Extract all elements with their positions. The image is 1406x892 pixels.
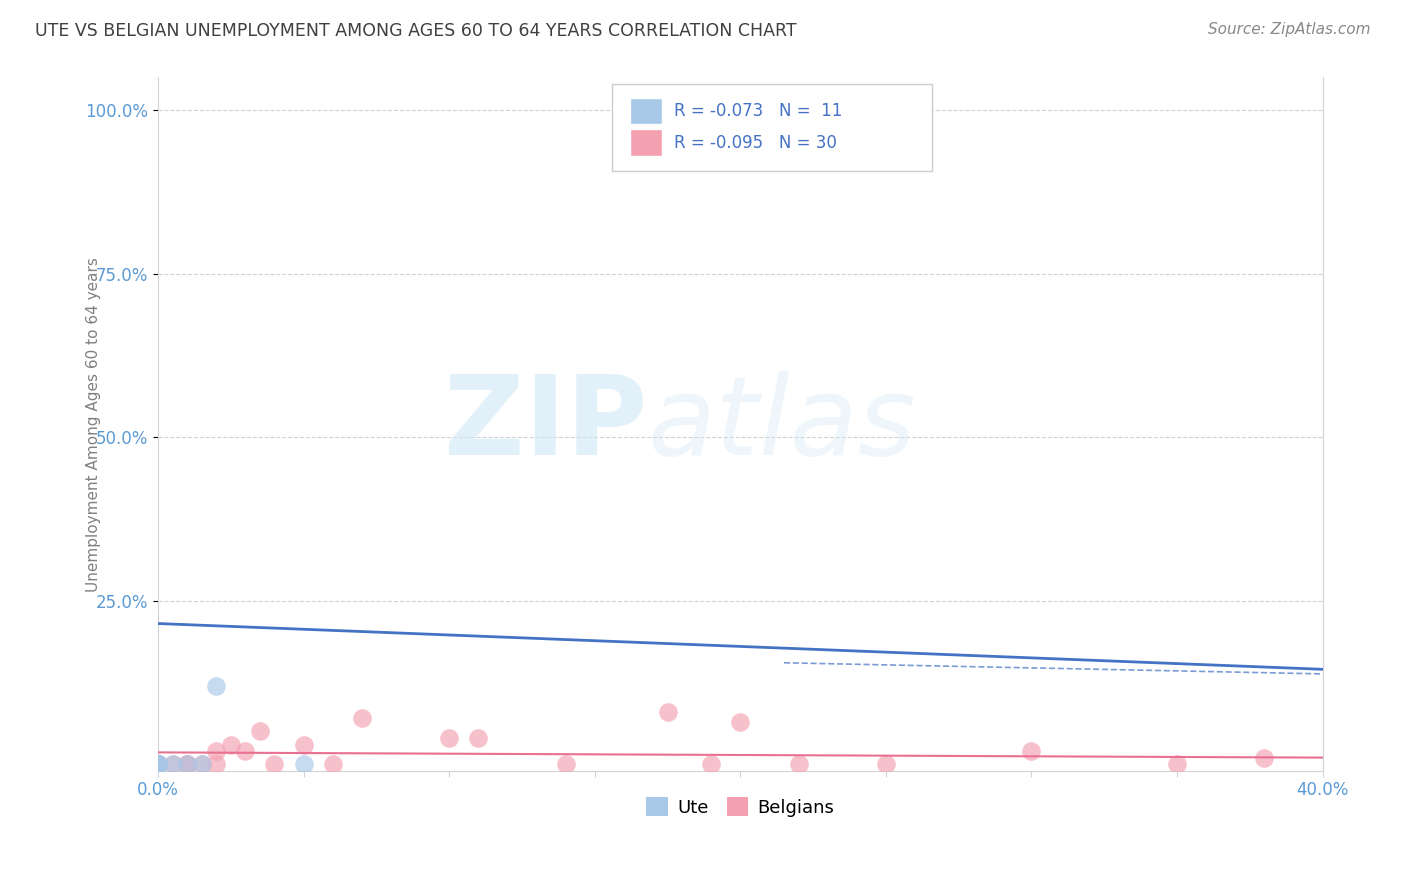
Point (205, 744, 228, 758)
Point (730, 714, 752, 729)
Point (146, 757, 169, 772)
Point (146, 757, 169, 772)
Point (787, 757, 810, 772)
Point (249, 724, 271, 739)
Point (554, 757, 576, 772)
Point (146, 757, 169, 772)
Point (176, 757, 198, 772)
Point (146, 757, 169, 772)
Point (146, 757, 169, 772)
Point (162, 757, 184, 772)
Point (322, 757, 344, 772)
Point (146, 757, 169, 772)
Point (146, 757, 169, 772)
Point (292, 738, 315, 752)
Point (146, 757, 169, 772)
Text: Unemployment Among Ages 60 to 64 years: Unemployment Among Ages 60 to 64 years (86, 257, 101, 591)
Point (1021, 744, 1043, 758)
Point (146, 757, 169, 772)
Legend: Ute, Belgians: Ute, Belgians (640, 790, 841, 824)
Point (350, 711, 373, 725)
Point (219, 738, 242, 752)
Point (146, 757, 169, 772)
Point (205, 679, 228, 693)
FancyBboxPatch shape (630, 129, 662, 156)
Point (190, 757, 212, 772)
Point (263, 757, 285, 772)
Point (190, 757, 212, 772)
FancyBboxPatch shape (630, 97, 662, 124)
Text: atlas: atlas (647, 370, 915, 477)
FancyBboxPatch shape (612, 85, 932, 171)
Point (875, 757, 897, 772)
Point (437, 731, 460, 745)
Point (235, 744, 257, 758)
Point (641, 103, 664, 117)
Text: ZIP: ZIP (444, 370, 647, 477)
Point (162, 757, 184, 772)
Text: Source: ZipAtlas.com: Source: ZipAtlas.com (1208, 22, 1371, 37)
Point (205, 757, 228, 772)
Text: R = -0.073   N =  11: R = -0.073 N = 11 (673, 102, 842, 120)
Point (1166, 757, 1188, 772)
Text: R = -0.095   N = 30: R = -0.095 N = 30 (673, 134, 837, 152)
Text: UTE VS BELGIAN UNEMPLOYMENT AMONG AGES 60 TO 64 YEARS CORRELATION CHART: UTE VS BELGIAN UNEMPLOYMENT AMONG AGES 6… (35, 22, 797, 40)
Point (176, 757, 198, 772)
Point (176, 757, 198, 772)
Point (146, 757, 169, 772)
Point (467, 731, 489, 745)
Point (657, 705, 679, 719)
Point (1253, 750, 1275, 764)
Point (700, 757, 723, 772)
Point (292, 757, 315, 772)
